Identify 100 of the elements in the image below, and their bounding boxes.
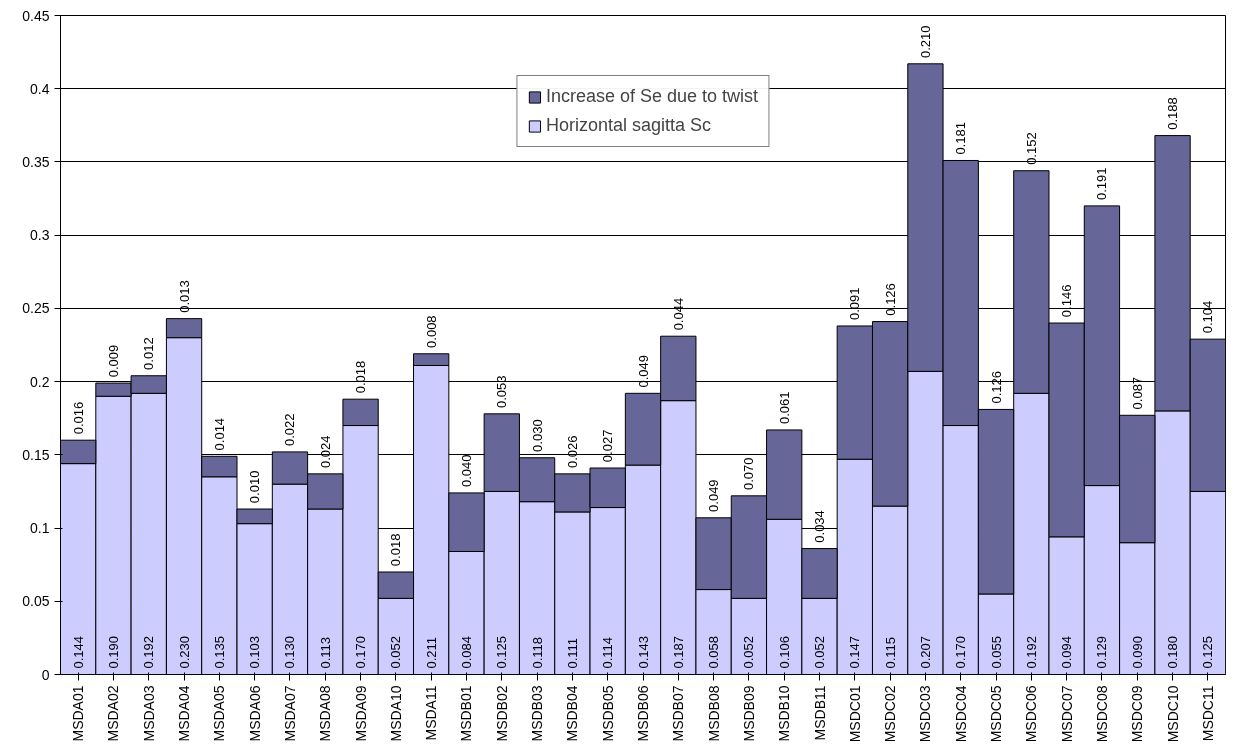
data-label: 0.040: [458, 454, 474, 488]
data-label: 0.013: [176, 280, 192, 313]
x-tick-label: MSDB04: [564, 685, 581, 742]
y-tick-label: 0: [41, 666, 50, 683]
legend-label: Horizontal sagitta Sc: [545, 115, 712, 136]
x-tick-label: MSDC07: [1058, 685, 1075, 743]
x-tick-label: MSDA11: [423, 685, 440, 741]
data-label: 0.190: [105, 635, 121, 669]
data-label: 0.058: [706, 635, 722, 669]
x-tick-label: MSDB02: [493, 685, 510, 742]
x-tick-label: MSDC03: [917, 685, 934, 743]
data-label: 0.104: [1200, 300, 1216, 334]
x-tick-label: MSDC04: [952, 685, 969, 743]
x-tick-label: MSDB06: [635, 685, 651, 742]
data-label: 0.187: [670, 635, 686, 669]
data-label: 0.027: [600, 429, 616, 463]
x-tick-label: MSDC08: [1093, 685, 1110, 743]
data-label: 0.014: [211, 417, 227, 451]
x-tick-label: MSDC06: [1023, 685, 1040, 743]
data-label: 0.053: [494, 375, 510, 408]
data-label: 0.052: [388, 635, 404, 669]
data-label: 0.010: [247, 470, 263, 504]
x-tick-label: MSDB10: [776, 685, 793, 742]
data-label: 0.026: [564, 435, 580, 469]
data-label: 0.049: [706, 479, 722, 512]
x-tick-label: MSDC10: [1164, 685, 1181, 743]
data-label: 0.087: [1129, 376, 1145, 410]
data-label: 0.118: [529, 636, 545, 669]
x-tick-label: MSDC11: [1199, 685, 1216, 742]
data-label: 0.180: [1165, 635, 1181, 669]
data-label: 0.055: [988, 635, 1004, 669]
data-label: 0.052: [812, 635, 828, 669]
y-tick-label: 0.4: [30, 80, 50, 97]
data-label: 0.034: [812, 510, 828, 543]
data-label: 0.130: [282, 635, 298, 669]
data-label: 0.126: [882, 283, 898, 316]
x-tick-label: MSDB08: [705, 685, 722, 742]
data-label: 0.144: [70, 635, 86, 669]
data-label: 0.052: [741, 635, 757, 669]
legend-label: Increase of Se due to twist: [545, 86, 759, 107]
data-label: 0.044: [670, 297, 686, 331]
x-tick-label: MSDB09: [740, 685, 757, 742]
data-label: 0.030: [529, 419, 545, 452]
x-tick-label: MSDA04: [176, 685, 193, 742]
data-label: 0.018: [388, 533, 404, 567]
x-tick-label: MSDC02: [882, 685, 899, 743]
x-tick-label: MSDA06: [246, 685, 263, 742]
data-label: 0.147: [847, 635, 863, 669]
x-tick-label: MSDB07: [670, 685, 687, 742]
x-tick-label: MSDA09: [352, 685, 369, 742]
data-label: 0.070: [741, 457, 757, 490]
data-label: 0.207: [917, 635, 933, 669]
x-tick-label: MSDA03: [140, 685, 157, 742]
data-label: 0.135: [211, 635, 227, 669]
data-label: 0.103: [247, 635, 263, 669]
y-tick-label: 0.05: [22, 593, 50, 610]
data-label: 0.192: [141, 635, 157, 669]
data-label: 0.170: [953, 635, 969, 669]
y-tick-label: 0.25: [22, 300, 50, 317]
x-tick-label: MSDC01: [846, 685, 863, 743]
data-label: 0.022: [282, 413, 298, 447]
data-label: 0.115: [882, 636, 898, 669]
x-tick-label: MSDA07: [281, 685, 298, 742]
data-label: 0.094: [1059, 635, 1075, 669]
y-tick-label: 0.1: [30, 520, 50, 537]
data-label: 0.181: [953, 122, 969, 155]
data-label: 0.230: [176, 635, 192, 669]
x-tick-label: MSDA10: [387, 685, 404, 742]
y-tick-label: 0.15: [22, 446, 50, 463]
x-tick-label: MSDC05: [988, 685, 1005, 743]
x-tick-label: MSDC09: [1129, 685, 1146, 743]
x-tick-label: MSDB11: [811, 685, 828, 741]
data-label: 0.090: [1129, 635, 1145, 669]
data-label: 0.126: [988, 371, 1004, 404]
data-label: 0.009: [105, 344, 121, 378]
data-label: 0.170: [353, 635, 369, 669]
data-label: 0.114: [600, 636, 616, 669]
data-label: 0.024: [317, 435, 333, 469]
data-label: 0.210: [917, 25, 933, 58]
x-tick-label: MSDA01: [70, 685, 87, 742]
x-tick-label: MSDB05: [599, 685, 616, 742]
y-tick-label: 0.45: [22, 7, 50, 24]
data-label: 0.191: [1094, 167, 1110, 201]
y-tick-label: 0.3: [30, 227, 50, 244]
y-tick-label: 0.35: [22, 153, 50, 170]
data-label: 0.129: [1094, 635, 1110, 669]
x-tick-label: MSDA08: [317, 685, 334, 742]
data-label: 0.192: [1023, 635, 1039, 669]
data-label: 0.113: [317, 636, 333, 669]
data-label: 0.211: [423, 636, 439, 669]
data-label: 0.146: [1059, 284, 1075, 318]
x-tick-label: MSDB01: [458, 685, 475, 742]
data-label: 0.143: [635, 635, 651, 669]
data-label: 0.152: [1023, 132, 1039, 165]
data-label: 0.084: [458, 635, 474, 669]
data-label: 0.061: [776, 391, 792, 425]
y-tick-label: 0.2: [30, 373, 50, 390]
x-tick-label: MSDA02: [105, 685, 122, 742]
x-tick-label: MSDB03: [529, 685, 546, 742]
data-label: 0.016: [70, 401, 86, 435]
